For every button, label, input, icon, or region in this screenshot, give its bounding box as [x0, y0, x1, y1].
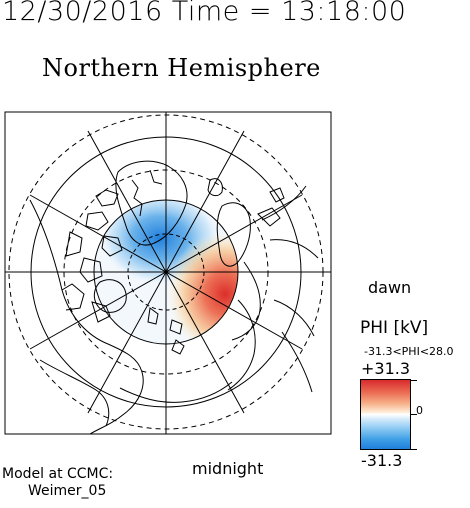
hemisphere-title: Northern Hemisphere: [42, 54, 321, 82]
colorbar-range: -31.3<PHI<28.0: [364, 345, 454, 358]
dawn-label: dawn: [368, 278, 412, 297]
coastlines: [29, 160, 319, 435]
datetime-title: 12/30/2016 Time = 13:18:00: [2, 0, 407, 27]
colorbar: [360, 379, 417, 450]
colorbar-zero-label: 0: [416, 404, 423, 417]
midnight-label: midnight: [192, 459, 264, 478]
colorbar-min-label: -31.3: [361, 451, 403, 470]
model-credit: Model at CCMC: Weimer_05: [2, 466, 113, 500]
credit-line-1: Model at CCMC:: [2, 466, 114, 482]
credit-line-2: Weimer_05: [28, 483, 107, 499]
meridians: [5, 112, 331, 434]
colorbar-title: PHI [kV]: [360, 318, 429, 338]
colorbar-max-label: +31.3: [361, 359, 411, 378]
map-frame: [4, 111, 332, 435]
